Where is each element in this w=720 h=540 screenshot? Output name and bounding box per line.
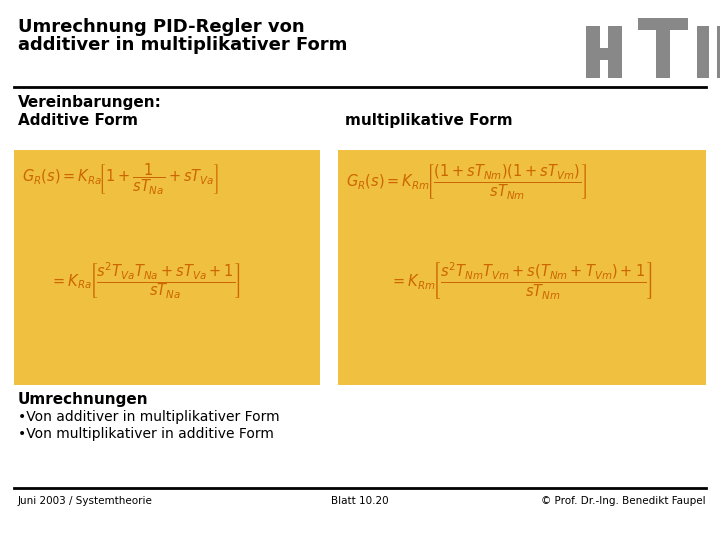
Bar	[656, 30, 670, 78]
Text: Additive Form: Additive Form	[18, 113, 138, 128]
Bar	[586, 48, 622, 60]
Bar	[586, 26, 600, 78]
Bar	[717, 26, 720, 78]
Bar	[338, 150, 706, 385]
Text: Umrechnungen: Umrechnungen	[18, 392, 148, 407]
Text: © Prof. Dr.-Ing. Benedikt Faupel: © Prof. Dr.-Ing. Benedikt Faupel	[541, 496, 706, 506]
Text: $= K_{Ra}\!\left[\dfrac{s^2T_{Va}T_{Na} + sT_{Va} + 1}{sT_{Na}}\right]$: $= K_{Ra}\!\left[\dfrac{s^2T_{Va}T_{Na} …	[50, 260, 241, 301]
Text: additiver in multiplikativer Form: additiver in multiplikativer Form	[18, 36, 347, 54]
Text: multiplikative Form: multiplikative Form	[345, 113, 513, 128]
Bar	[608, 26, 622, 78]
Text: $= K_{Rm}\!\left[\dfrac{s^2T_{Nm}T_{Vm} + s(T_{Nm}+T_{Vm})+1}{sT_{Nm}}\right]$: $= K_{Rm}\!\left[\dfrac{s^2T_{Nm}T_{Vm} …	[390, 260, 652, 301]
Text: Vereinbarungen:: Vereinbarungen:	[18, 95, 162, 110]
Bar	[697, 26, 709, 78]
Text: Juni 2003 / Systemtheorie: Juni 2003 / Systemtheorie	[18, 496, 153, 506]
Text: Blatt 10.20: Blatt 10.20	[331, 496, 389, 506]
Bar	[697, 26, 709, 57]
Text: Umrechnung PID-Regler von: Umrechnung PID-Regler von	[18, 18, 305, 36]
Bar	[14, 150, 320, 385]
Text: $G_R(s) = K_{Rm}\!\left[\dfrac{(1 + sT_{Nm})(1 + sT_{Vm})}{sT_{Nm}}\right]$: $G_R(s) = K_{Rm}\!\left[\dfrac{(1 + sT_{…	[346, 162, 587, 201]
Bar	[638, 18, 688, 30]
Text: •Von multiplikativer in additive Form: •Von multiplikativer in additive Form	[18, 427, 274, 441]
Text: $G_R(s) = K_{Ra}\!\left[1 + \dfrac{1}{sT_{Na}} + sT_{Va}\right]$: $G_R(s) = K_{Ra}\!\left[1 + \dfrac{1}{sT…	[22, 162, 219, 197]
Text: •Von additiver in multiplikativer Form: •Von additiver in multiplikativer Form	[18, 410, 279, 424]
